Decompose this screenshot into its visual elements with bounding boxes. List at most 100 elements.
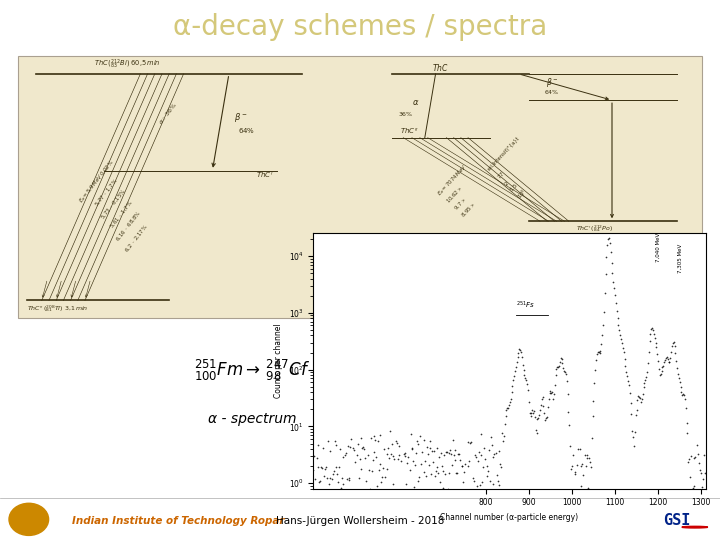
Y-axis label: Counts per channel: Counts per channel <box>274 324 283 399</box>
Point <box>480 495 492 503</box>
Point <box>446 449 457 458</box>
Point <box>512 353 523 362</box>
Text: $10{,}62\ »$: $10{,}62\ »$ <box>445 184 465 205</box>
Text: GSI: GSI <box>663 513 690 528</box>
Point <box>449 446 460 454</box>
Point <box>442 484 454 493</box>
Point <box>677 390 688 399</box>
X-axis label: Channel number (α-particle energy): Channel number (α-particle energy) <box>441 513 578 522</box>
Point <box>614 330 626 339</box>
Text: $9{,}7\ »$: $9{,}7\ »$ <box>452 197 468 212</box>
Point <box>524 409 536 417</box>
Point <box>652 349 663 358</box>
Text: $77$: $77$ <box>495 170 507 181</box>
Point <box>648 329 660 338</box>
Point <box>411 437 423 445</box>
Point <box>478 443 490 452</box>
Point <box>312 440 324 449</box>
Point <box>625 399 636 407</box>
Point <box>421 443 433 452</box>
Point <box>564 442 576 450</box>
Point <box>346 489 358 498</box>
Point <box>521 380 533 389</box>
Text: Indian Institute of Technology Ropar: Indian Institute of Technology Ropar <box>72 516 284 526</box>
Point <box>499 420 510 428</box>
Point <box>696 483 708 491</box>
Point <box>332 470 343 478</box>
Ellipse shape <box>9 503 49 536</box>
Point <box>616 334 627 343</box>
Point <box>372 437 384 445</box>
Point <box>652 357 664 366</box>
Point <box>413 473 425 482</box>
Point <box>638 383 649 391</box>
Point <box>626 427 638 435</box>
Point <box>436 462 447 470</box>
Point <box>382 464 393 473</box>
Point <box>433 469 444 478</box>
Point <box>356 433 367 442</box>
Point <box>348 446 359 455</box>
Point <box>568 489 580 497</box>
Text: $8{,}95\ »$: $8{,}95\ »$ <box>459 201 477 219</box>
Point <box>570 496 582 504</box>
Point <box>606 259 617 267</box>
Point <box>529 413 541 421</box>
Point <box>406 444 418 453</box>
Point <box>387 451 399 460</box>
Point <box>460 496 472 504</box>
Point <box>579 450 590 459</box>
Point <box>503 403 514 412</box>
Point <box>481 462 492 470</box>
Point <box>351 494 362 502</box>
Point <box>467 474 479 482</box>
Point <box>359 454 371 462</box>
Point <box>365 434 377 442</box>
Point <box>391 438 402 447</box>
Point <box>546 388 557 397</box>
Point <box>620 361 631 370</box>
Point <box>377 464 389 472</box>
Point <box>390 437 402 445</box>
Point <box>572 445 584 454</box>
Point <box>374 460 386 468</box>
Point <box>621 368 632 376</box>
Point <box>507 382 518 390</box>
Point <box>370 453 382 462</box>
Point <box>692 449 703 458</box>
Point <box>596 330 608 339</box>
Point <box>647 324 658 333</box>
Point <box>408 482 420 491</box>
Text: $\beta^-$: $\beta^-$ <box>234 111 248 124</box>
Point <box>457 477 469 486</box>
Point <box>587 411 598 420</box>
Point <box>330 441 341 449</box>
Text: $3{,}5$: $3{,}5$ <box>508 181 520 193</box>
Point <box>516 353 528 362</box>
Point <box>642 359 654 367</box>
Point <box>631 396 643 404</box>
Point <box>419 468 431 476</box>
Point <box>325 474 336 482</box>
Point <box>500 412 512 421</box>
Point <box>684 473 696 482</box>
Point <box>408 456 419 465</box>
Point <box>491 471 503 480</box>
Point <box>667 338 678 347</box>
Point <box>459 467 470 476</box>
Point <box>513 349 524 357</box>
Point <box>429 471 441 480</box>
Point <box>570 468 581 476</box>
Point <box>437 484 449 492</box>
Point <box>447 436 459 444</box>
Point <box>333 478 344 487</box>
Point <box>405 430 416 438</box>
Point <box>389 455 400 463</box>
Point <box>581 451 593 460</box>
Point <box>690 495 702 504</box>
Text: $5{,}73\ \cdot\ 0{,}15\%$: $5{,}73\ \cdot\ 0{,}15\%$ <box>99 187 128 220</box>
Point <box>680 404 691 413</box>
Point <box>383 453 395 462</box>
Point <box>580 461 592 470</box>
Point <box>559 367 570 375</box>
